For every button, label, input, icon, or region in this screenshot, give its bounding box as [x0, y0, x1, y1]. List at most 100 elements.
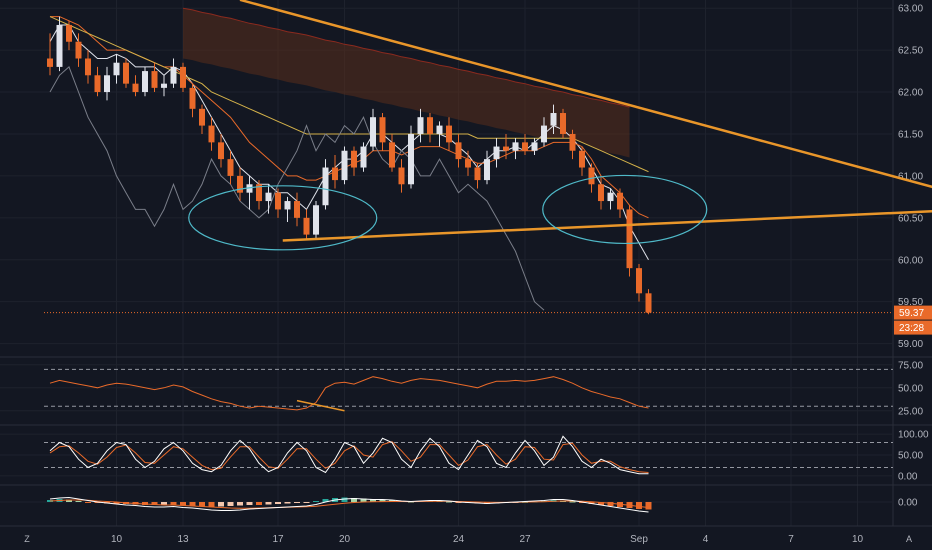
candle-body [560, 113, 566, 134]
countdown-badge [894, 320, 932, 335]
candle-body [199, 108, 205, 126]
candle [85, 50, 91, 84]
candle-body [446, 125, 452, 143]
macd-histogram-bar [351, 498, 357, 502]
y-tick-label: 50.00 [898, 451, 923, 462]
candle-body [322, 167, 329, 206]
highlight-ellipse-left [188, 185, 378, 251]
candle-body [161, 83, 167, 88]
candle [284, 196, 291, 223]
x-tick-label: 13 [177, 534, 189, 545]
candle [256, 180, 262, 210]
y-tick-label: 0.00 [898, 498, 918, 509]
candle [531, 138, 538, 155]
macd-histogram-bar [303, 502, 310, 503]
y-tick-label: 60.00 [898, 255, 923, 266]
candle-body [626, 209, 633, 269]
candle-body [379, 117, 386, 143]
macd-histogram-bar [313, 501, 319, 502]
candle-body [180, 66, 186, 88]
candle [322, 159, 329, 210]
candle-body [522, 142, 528, 151]
macd-histogram-bar [199, 502, 205, 507]
y-tick-label: 25.00 [898, 406, 923, 417]
candle-body [142, 71, 148, 93]
candle-body [237, 175, 243, 193]
overlay-line [49, 24, 649, 261]
last-price-badge [894, 305, 932, 320]
candle-body [493, 146, 500, 160]
macd-histogram-bar [227, 502, 234, 506]
countdown-label: 23:28 [899, 323, 924, 334]
candle-body [465, 159, 471, 168]
candle [94, 66, 101, 97]
candle [379, 113, 386, 151]
macd-histogram-bar [113, 502, 120, 504]
candle [341, 146, 348, 185]
candle [636, 263, 642, 302]
candle [237, 167, 243, 202]
candle [503, 133, 509, 160]
y-tick-label: 60.50 [898, 213, 923, 224]
y-tick-label: 63.00 [898, 4, 923, 15]
candle [455, 133, 462, 168]
y-tick-label: 61.00 [898, 171, 923, 182]
candle [218, 133, 224, 168]
y-tick-label: 59.50 [898, 297, 923, 308]
x-tick-label: Sep [630, 534, 648, 545]
candle-body [474, 167, 481, 181]
overlay-line [49, 66, 545, 311]
rsi-divergence-line [296, 399, 345, 412]
macd-histogram-bar [265, 502, 272, 505]
candle [294, 192, 300, 227]
candle-body [208, 125, 215, 143]
candle-body [531, 142, 538, 151]
candle [332, 154, 338, 189]
candle [541, 117, 547, 147]
candle-body [265, 192, 272, 202]
candle-body [94, 75, 101, 93]
macd-histogram-bar [569, 501, 576, 503]
candle [626, 205, 633, 277]
candle [522, 133, 528, 155]
candle-body [47, 58, 53, 67]
ichimoku-cloud [183, 8, 630, 158]
candle [180, 62, 186, 93]
candle [550, 104, 557, 134]
macd-histogram-bar [360, 498, 367, 502]
candle-body [275, 192, 281, 210]
candle-body [417, 117, 424, 134]
stoch-d-line [49, 441, 649, 473]
candle [446, 117, 452, 151]
candle [132, 75, 139, 97]
candle-body [398, 167, 405, 185]
x-tick-label: 17 [272, 534, 284, 545]
candle-body [284, 201, 291, 210]
candle-body [227, 159, 234, 176]
macd-line [49, 496, 649, 513]
macd-histogram-bar [284, 502, 291, 504]
stoch-k-line [49, 435, 649, 475]
x-tick-label: 4 [703, 534, 709, 545]
candle [598, 175, 604, 210]
candle-body [550, 113, 557, 126]
candle [208, 117, 215, 151]
x-tick-label: 7 [788, 534, 794, 545]
candle-body [636, 268, 642, 294]
macd-histogram-bar [275, 502, 281, 504]
candle [560, 108, 566, 139]
timezone-button[interactable]: Z [24, 534, 30, 544]
candle [151, 62, 158, 93]
x-tick-label: 10 [852, 534, 864, 545]
candle [227, 150, 234, 185]
macd-histogram-bar [322, 499, 329, 502]
y-tick-label: 59.00 [898, 339, 923, 350]
candle-body [598, 184, 604, 202]
auto-scale-button[interactable]: A [905, 534, 912, 544]
candle [142, 66, 148, 97]
y-tick-label: 100.00 [898, 430, 929, 441]
macd-histogram-bar [189, 502, 196, 506]
macd-histogram-bar [218, 502, 224, 507]
